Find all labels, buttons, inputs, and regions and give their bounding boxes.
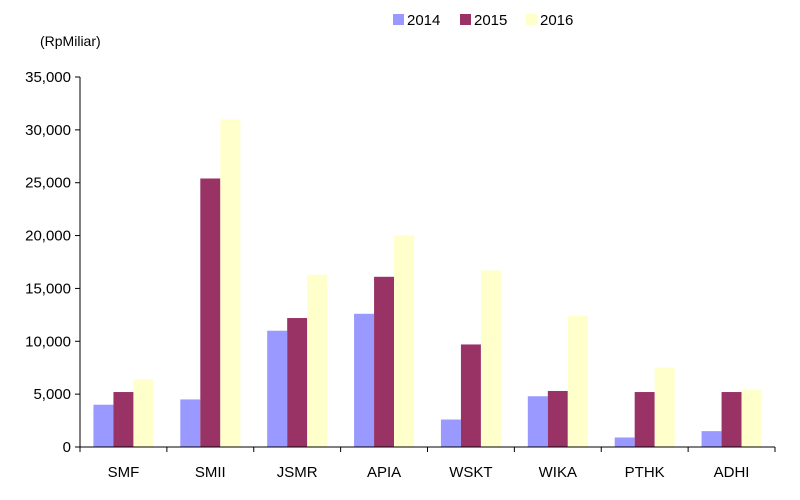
- bar-adhi-2016: [741, 389, 762, 447]
- y-tick-label: 30,000: [25, 122, 71, 139]
- bar-smii-2014: [180, 399, 201, 447]
- legend-label-2016: 2016: [540, 12, 573, 29]
- bar-smii-2015: [200, 178, 221, 447]
- bar-apia-2014: [354, 313, 375, 447]
- y-tick-label: 5,000: [33, 386, 71, 403]
- bar-apia-2015: [374, 276, 395, 447]
- bar-smf-2014: [93, 404, 114, 447]
- bar-pthk-2015: [634, 392, 655, 447]
- bar-jsmr-2015: [287, 318, 308, 447]
- bars: [93, 119, 762, 448]
- legend: 2014 2015 2016: [393, 12, 573, 29]
- legend-swatch-2015: [460, 14, 471, 25]
- y-unit-label: (RpMiliar): [40, 33, 101, 49]
- bar-wika-2016: [567, 315, 588, 447]
- x-tick-label: ADHI: [714, 464, 750, 481]
- bar-wika-2014: [527, 396, 548, 447]
- bar-wskt-2016: [480, 270, 501, 447]
- x-tick-label: JSMR: [277, 464, 318, 481]
- x-tick-label: PTHK: [625, 464, 665, 481]
- bar-smf-2015: [113, 392, 134, 447]
- y-tick-label: 25,000: [25, 175, 71, 192]
- bar-wika-2015: [547, 390, 568, 447]
- y-tick-label: 35,000: [25, 69, 71, 86]
- x-tick-label: APIA: [367, 464, 401, 481]
- bar-apia-2016: [394, 235, 415, 447]
- bar-jsmr-2016: [307, 274, 328, 447]
- x-tick-label: SMF: [108, 464, 140, 481]
- x-tick-label: SMII: [195, 464, 226, 481]
- bar-adhi-2015: [721, 392, 742, 447]
- x-tick-label: WIKA: [539, 464, 577, 481]
- y-tick-label: 0: [63, 439, 71, 456]
- bar-wskt-2015: [460, 344, 481, 447]
- bar-smf-2016: [133, 379, 154, 447]
- legend-label-2015: 2015: [474, 12, 507, 29]
- y-tick-label: 10,000: [25, 333, 71, 350]
- x-axis: SMF SMII JSMR APIA WSKT WIKA PTHK ADHI: [79, 446, 776, 481]
- x-tick-label: WSKT: [449, 464, 492, 481]
- bar-pthk-2016: [654, 367, 675, 447]
- legend-label-2014: 2014: [407, 12, 440, 29]
- bar-wskt-2014: [440, 419, 461, 447]
- y-tick-label: 20,000: [25, 228, 71, 245]
- y-axis: 0 5,000 10,000 15,000 20,000 25,000 30,000 35,0…: [25, 69, 81, 456]
- bar-pthk-2014: [614, 437, 635, 447]
- y-tick-label: 15,000: [25, 280, 71, 297]
- legend-swatch-2014: [393, 14, 404, 25]
- legend-swatch-2016: [526, 14, 537, 25]
- bar-adhi-2014: [701, 431, 722, 447]
- bar-jsmr-2014: [267, 330, 288, 447]
- bar-smii-2016: [220, 119, 241, 448]
